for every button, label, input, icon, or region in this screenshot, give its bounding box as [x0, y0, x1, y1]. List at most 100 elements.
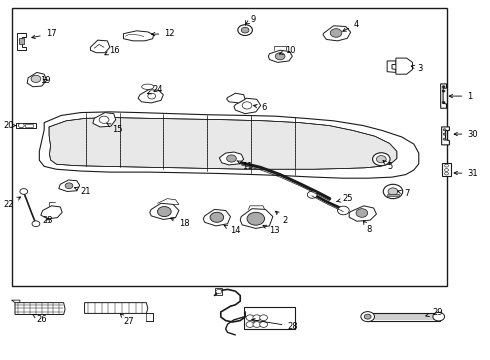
- Polygon shape: [226, 93, 245, 103]
- Circle shape: [246, 315, 254, 320]
- Circle shape: [444, 164, 448, 167]
- Text: 13: 13: [263, 225, 280, 235]
- Text: 9: 9: [245, 15, 256, 24]
- Polygon shape: [39, 112, 419, 178]
- Circle shape: [20, 189, 27, 194]
- Circle shape: [65, 183, 73, 189]
- Text: 14: 14: [224, 225, 241, 235]
- Polygon shape: [441, 127, 449, 145]
- Polygon shape: [41, 206, 62, 219]
- Circle shape: [376, 156, 386, 163]
- Polygon shape: [203, 210, 230, 226]
- Circle shape: [383, 184, 403, 199]
- Text: 4: 4: [343, 19, 359, 31]
- Circle shape: [260, 321, 268, 327]
- Polygon shape: [19, 39, 24, 44]
- Text: 10: 10: [279, 46, 295, 55]
- Polygon shape: [150, 203, 179, 220]
- Circle shape: [247, 212, 265, 225]
- Circle shape: [238, 25, 252, 36]
- Text: 17: 17: [32, 29, 56, 39]
- Circle shape: [241, 27, 249, 33]
- Polygon shape: [85, 303, 148, 314]
- Circle shape: [443, 133, 446, 135]
- Text: 30: 30: [454, 130, 478, 139]
- Polygon shape: [387, 61, 396, 72]
- Polygon shape: [323, 26, 351, 41]
- Text: 29: 29: [426, 308, 442, 317]
- Text: 2: 2: [275, 211, 288, 225]
- Circle shape: [275, 53, 285, 60]
- Polygon shape: [220, 152, 244, 165]
- Polygon shape: [234, 98, 261, 114]
- Polygon shape: [441, 163, 451, 176]
- Bar: [387, 194, 399, 196]
- Polygon shape: [138, 90, 163, 103]
- Polygon shape: [49, 118, 397, 169]
- Circle shape: [242, 102, 252, 109]
- Circle shape: [253, 315, 261, 320]
- Circle shape: [444, 168, 448, 171]
- Bar: [244, 307, 294, 329]
- Circle shape: [433, 312, 444, 321]
- Text: 25: 25: [337, 194, 353, 203]
- Text: 8: 8: [364, 221, 372, 234]
- Circle shape: [364, 314, 371, 319]
- Polygon shape: [396, 58, 413, 74]
- Circle shape: [372, 153, 390, 166]
- Circle shape: [158, 207, 171, 217]
- Text: 3: 3: [411, 64, 423, 73]
- Bar: [367, 313, 440, 320]
- Bar: [25, 124, 33, 127]
- Circle shape: [361, 312, 374, 321]
- Text: 31: 31: [454, 169, 478, 178]
- Circle shape: [330, 29, 342, 37]
- Text: 21: 21: [74, 187, 91, 196]
- Text: 18: 18: [171, 218, 190, 228]
- Polygon shape: [90, 40, 110, 53]
- Circle shape: [356, 209, 368, 217]
- Bar: [215, 288, 222, 296]
- Polygon shape: [93, 113, 116, 127]
- Circle shape: [388, 188, 398, 195]
- Text: 24: 24: [147, 85, 163, 94]
- Circle shape: [226, 155, 236, 162]
- Text: 15: 15: [107, 123, 122, 134]
- Polygon shape: [123, 31, 154, 41]
- Circle shape: [442, 102, 445, 104]
- Text: 27: 27: [120, 314, 134, 326]
- Text: 23: 23: [43, 216, 53, 225]
- Ellipse shape: [142, 84, 154, 89]
- Circle shape: [246, 321, 254, 327]
- Polygon shape: [17, 123, 36, 129]
- Text: 5: 5: [383, 161, 392, 171]
- Bar: [146, 313, 153, 321]
- Circle shape: [253, 321, 261, 327]
- Text: 11: 11: [237, 161, 253, 171]
- Text: 22: 22: [3, 197, 21, 209]
- Polygon shape: [15, 303, 65, 315]
- Text: 28: 28: [252, 319, 298, 331]
- Circle shape: [210, 212, 224, 222]
- Circle shape: [442, 90, 445, 92]
- Text: 6: 6: [254, 103, 267, 112]
- Bar: [12, 8, 447, 286]
- Circle shape: [307, 191, 317, 198]
- Circle shape: [99, 116, 109, 123]
- Circle shape: [443, 129, 446, 131]
- Text: 16: 16: [105, 46, 120, 55]
- Text: 26: 26: [33, 315, 47, 324]
- Polygon shape: [240, 209, 273, 228]
- Circle shape: [338, 206, 349, 215]
- Polygon shape: [269, 50, 293, 62]
- Circle shape: [442, 86, 445, 88]
- Text: 12: 12: [151, 29, 175, 38]
- Text: 7: 7: [398, 189, 410, 198]
- Text: 19: 19: [40, 76, 50, 85]
- Polygon shape: [18, 33, 26, 50]
- Polygon shape: [441, 84, 446, 108]
- Circle shape: [31, 75, 41, 82]
- Circle shape: [148, 93, 156, 99]
- Text: 1: 1: [449, 91, 473, 100]
- Polygon shape: [349, 206, 376, 221]
